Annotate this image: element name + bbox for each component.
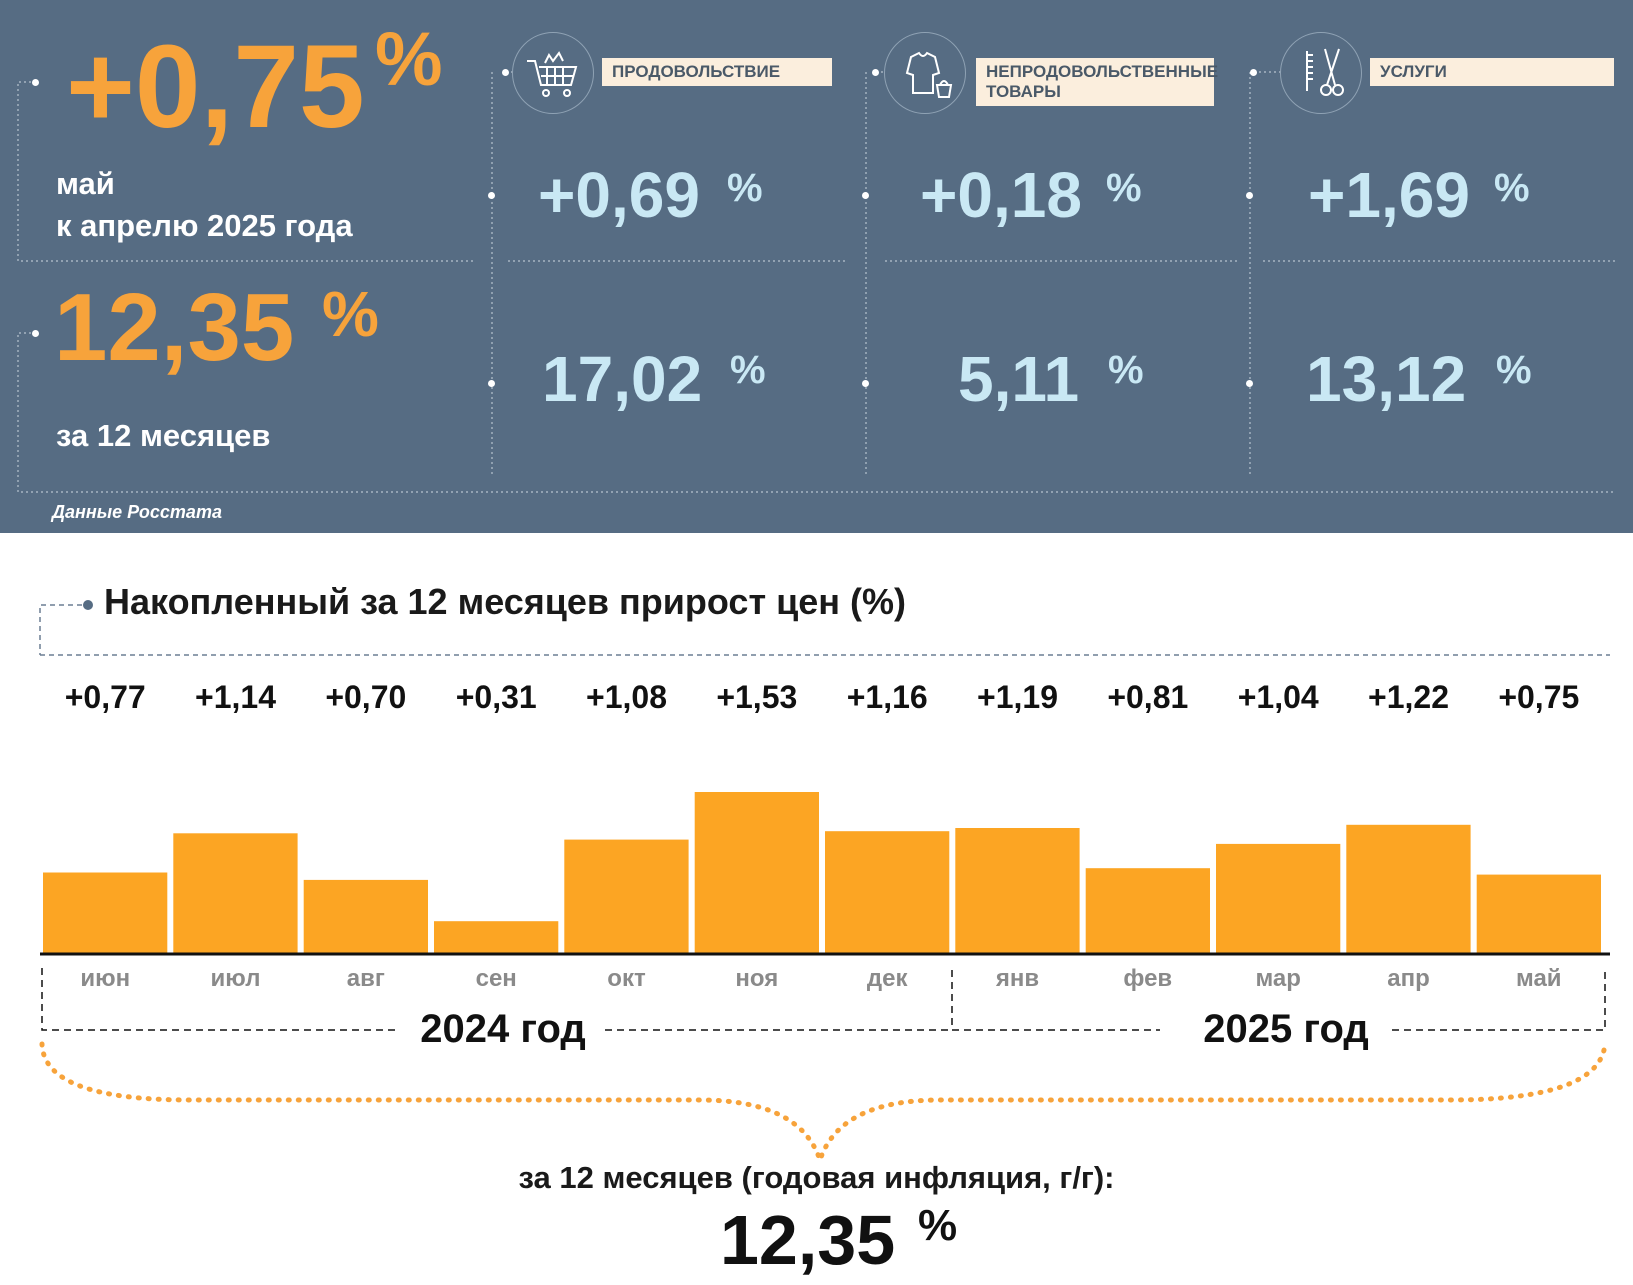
month-label-апр: апр <box>1387 965 1430 992</box>
bullet-dot <box>862 192 869 199</box>
footer-value: 12,35 <box>720 1201 896 1279</box>
category-label-nonfood-line1: НЕПРОДОВОЛЬСТВЕННЫЕ <box>986 62 1219 81</box>
food-monthly-value: +0,69 <box>538 159 700 231</box>
summary-panel: +0,75 % май к апрелю 2025 года 12,35 % з… <box>0 0 1633 533</box>
bullet-dot <box>32 330 39 337</box>
bar-дек <box>825 831 950 954</box>
category-label-services: УСЛУГИ <box>1370 58 1614 86</box>
month-label-авг: авг <box>347 965 385 992</box>
month-label-фев: фев <box>1123 965 1172 992</box>
nonfood-monthly-value: +0,18 <box>920 159 1082 231</box>
bar-ноя <box>694 792 819 954</box>
monthly-headline-value: +0,75 <box>66 21 365 153</box>
bar-фев <box>1085 868 1210 954</box>
services-annual-value: 13,12 <box>1306 343 1467 415</box>
month-label-ноя: ноя <box>735 965 778 992</box>
clothing-icon <box>884 32 966 114</box>
year-label-2024: 2024 год <box>420 1007 586 1051</box>
nonfood-annual-percent: % <box>1108 348 1144 392</box>
category-label-nonfood: НЕПРОДОВОЛЬСТВЕННЫЕ ТОВАРЫ <box>976 58 1218 106</box>
bar-окт <box>564 839 689 954</box>
annual-headline-percent: % <box>322 278 379 350</box>
value-label-сен: +0,31 <box>456 679 537 715</box>
bar-июн <box>43 872 168 954</box>
bar-сен <box>434 921 559 954</box>
services-annual-percent: % <box>1496 348 1532 392</box>
total-brace <box>39 1041 1608 1168</box>
annual-headline-value: 12,35 <box>54 274 295 381</box>
food-annual-percent: % <box>730 348 766 392</box>
services-monthly-percent: % <box>1494 166 1530 210</box>
title-bullet-dot <box>83 600 93 610</box>
value-label-июл: +1,14 <box>195 679 276 715</box>
value-label-окт: +1,08 <box>586 679 667 715</box>
bar-янв <box>955 828 1080 954</box>
value-label-апр: +1,22 <box>1368 679 1449 715</box>
bar-мар <box>1216 843 1341 954</box>
bullet-dot <box>488 192 495 199</box>
year-label-2025: 2025 год <box>1203 1007 1369 1051</box>
bar-апр <box>1346 824 1471 954</box>
nonfood-monthly-percent: % <box>1106 166 1142 210</box>
category-label-nonfood-line2: ТОВАРЫ <box>986 82 1061 101</box>
food-annual-value: 17,02 <box>542 343 703 415</box>
bullet-dot <box>1250 69 1257 76</box>
bullet-dot <box>1246 192 1253 199</box>
value-label-фев: +0,81 <box>1107 679 1188 715</box>
month-label-окт: окт <box>607 965 646 992</box>
month-label-май: май <box>1516 965 1562 992</box>
value-label-май: +0,75 <box>1498 679 1579 715</box>
bullet-dot <box>872 69 879 76</box>
bullet-dot <box>32 79 39 86</box>
chart-title: Накопленный за 12 месяцев прирост цен (%… <box>104 581 906 622</box>
source-note: Данные Росстата <box>52 502 222 522</box>
nonfood-annual-value: 5,11 <box>958 343 1080 415</box>
value-label-янв: +1,19 <box>977 679 1058 715</box>
bullet-dot <box>1246 380 1253 387</box>
value-label-авг: +0,70 <box>325 679 406 715</box>
month-label-мар: мар <box>1255 965 1300 992</box>
value-label-мар: +1,04 <box>1238 679 1319 715</box>
month-label-дек: дек <box>867 965 909 992</box>
bullet-dot <box>488 380 495 387</box>
shopping-cart-icon <box>512 32 594 114</box>
monthly-headline-percent: % <box>375 17 443 102</box>
annual-caption: за 12 месяцев <box>56 418 271 453</box>
monthly-caption-line2: к апрелю 2025 года <box>56 208 353 243</box>
bar-авг <box>303 879 428 954</box>
value-label-дек: +1,16 <box>847 679 928 715</box>
bar-май <box>1476 874 1601 954</box>
bullet-dot <box>502 69 509 76</box>
month-label-сен: сен <box>476 965 517 992</box>
monthly-caption-line1: май <box>56 166 115 201</box>
month-label-июн: июн <box>80 965 130 992</box>
footer-percent: % <box>918 1201 958 1250</box>
bar-июл <box>173 833 298 954</box>
month-label-июл: июл <box>211 965 261 992</box>
services-monthly-value: +1,69 <box>1308 159 1470 231</box>
food-monthly-percent: % <box>727 166 763 210</box>
month-label-янв: янв <box>995 965 1039 992</box>
footer-caption: за 12 месяцев (годовая инфляция, г/г): <box>518 1160 1115 1195</box>
value-label-июн: +0,77 <box>65 679 146 715</box>
category-label-food: ПРОДОВОЛЬСТВИЕ <box>602 58 832 86</box>
scissors-comb-icon <box>1280 32 1362 114</box>
value-label-ноя: +1,53 <box>716 679 797 715</box>
bullet-dot <box>862 380 869 387</box>
